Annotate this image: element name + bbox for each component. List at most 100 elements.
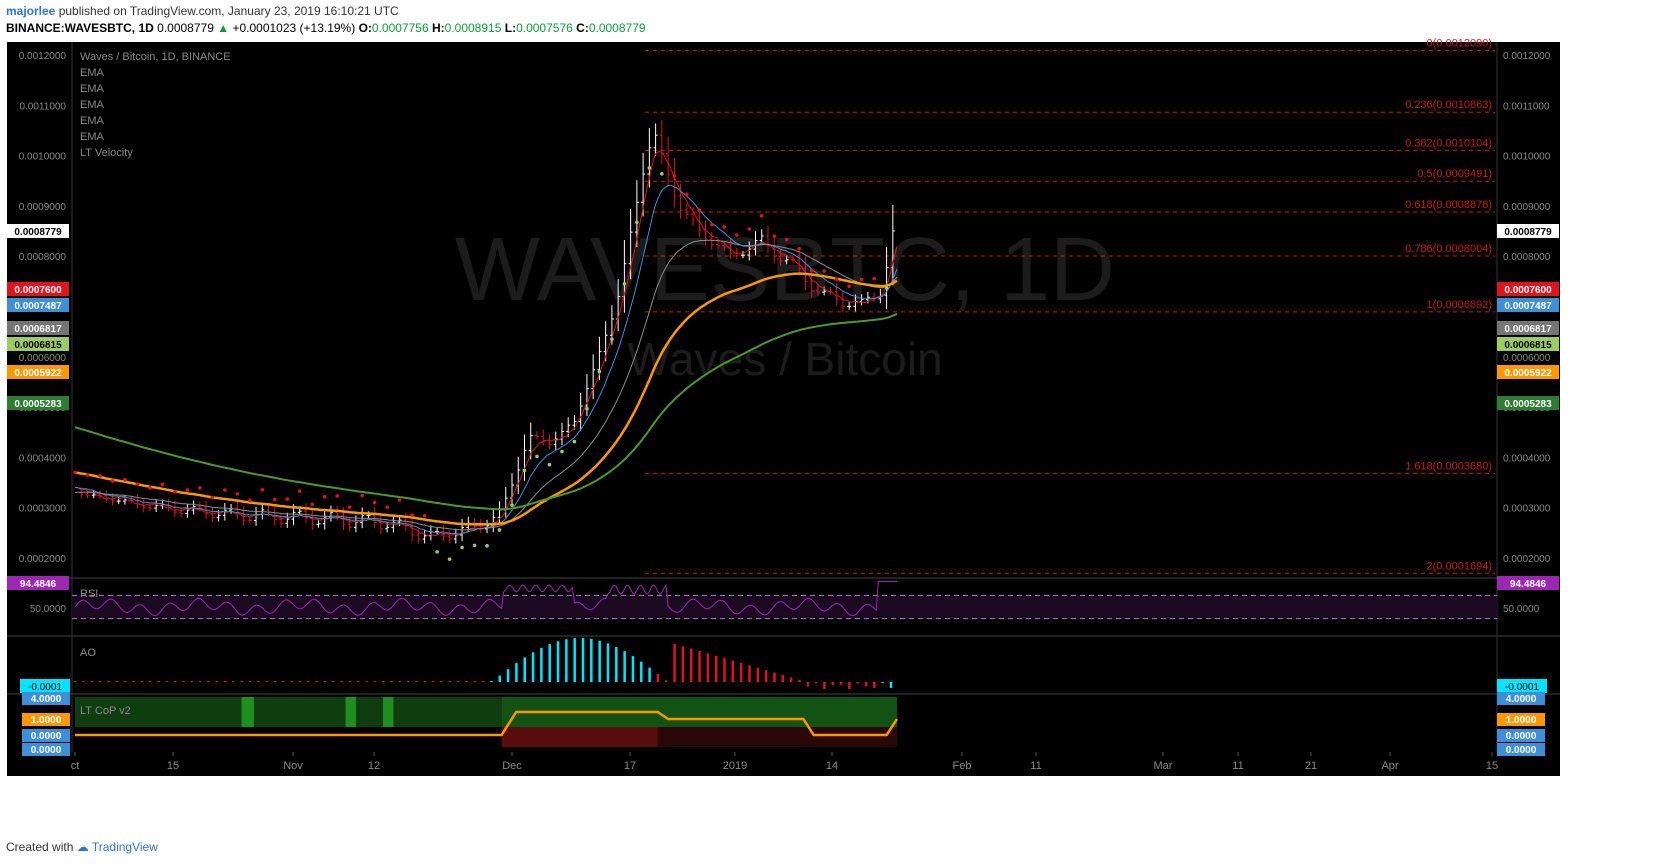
- watermark-symbol: WAVESBTC, 1D: [455, 220, 1115, 320]
- ao-bar: [481, 681, 485, 682]
- cop-label-text-left: 0.0000: [31, 745, 62, 756]
- fib-level-label: 0.382(0.0010104): [1405, 137, 1492, 149]
- ao-bar: [531, 652, 535, 682]
- lt-velocity-dot: [135, 482, 140, 486]
- price-label-right: [1497, 298, 1559, 312]
- price-label-left: [7, 365, 69, 379]
- ao-bar: [315, 681, 318, 682]
- ao-bar: [848, 682, 851, 689]
- legend-entry: EMA: [80, 115, 105, 127]
- y-tick-label-left: 0.0006000: [19, 353, 67, 364]
- ao-bar: [440, 681, 443, 682]
- tradingview-link[interactable]: TradingView: [91, 840, 158, 854]
- ao-bar: [357, 681, 360, 682]
- price-label-right: [1497, 365, 1559, 379]
- price-label-left: [7, 224, 69, 238]
- x-tick-label: 21: [1305, 760, 1317, 772]
- ao-bar: [889, 682, 893, 688]
- ao-bar: [148, 681, 152, 682]
- y-tick-label-right: 0.0004000: [1503, 453, 1551, 464]
- rsi-value-label-right: [1497, 576, 1559, 590]
- ao-bar: [764, 670, 768, 682]
- lt-velocity-dot: [635, 220, 639, 225]
- cop-red-fill-2: [657, 727, 897, 747]
- ao-bar: [498, 675, 502, 682]
- lt-velocity-dot: [884, 285, 889, 290]
- cop-label-text-right: 1.0000: [1506, 715, 1537, 726]
- lt-velocity-dot: [572, 439, 577, 444]
- ao-bar: [74, 681, 77, 682]
- ao-bar: [781, 675, 785, 682]
- price-label-left: [7, 337, 69, 351]
- lt-velocity-dot: [347, 505, 352, 510]
- ao-bar: [423, 681, 427, 682]
- cop-highlight: [241, 697, 254, 727]
- lt-velocity-dot: [535, 454, 539, 459]
- cop-label-text-right: 4.0000: [1506, 694, 1537, 705]
- rsi-line: [74, 581, 897, 617]
- ao-bar: [548, 644, 551, 682]
- ao-bar: [340, 681, 343, 682]
- lt-velocity-dot: [622, 282, 627, 286]
- cop-highlight: [382, 697, 394, 727]
- open-value: 0.0007756: [371, 21, 429, 35]
- cop-label-left: [22, 729, 70, 742]
- ao-bar: [640, 661, 643, 682]
- ao-bar: [881, 682, 884, 684]
- ao-bar: [506, 669, 510, 682]
- y-tick-label-left: 0.0002000: [19, 554, 67, 565]
- price-label-right: [1497, 282, 1559, 296]
- lt-velocity-dot: [223, 488, 227, 492]
- cop-label-text-left: 1.0000: [31, 715, 62, 726]
- open-label: O:: [358, 21, 372, 35]
- x-tick-label: ct: [71, 760, 80, 772]
- ao-bar: [390, 681, 393, 682]
- x-tick-label: 17: [624, 760, 636, 772]
- y-tick-label-left: 0.0009000: [19, 202, 67, 213]
- ao-bar: [806, 682, 810, 687]
- ao-bar: [157, 681, 160, 682]
- lt-velocity-dot: [173, 490, 177, 494]
- x-tick-label: Mar: [1154, 760, 1173, 772]
- ao-bar: [581, 638, 585, 682]
- author-link[interactable]: majorlee: [6, 4, 56, 18]
- lt-velocity-dot: [847, 284, 851, 289]
- fib-level-label: 0.5(0.0009491): [1417, 168, 1492, 180]
- lt-velocity-dot: [784, 237, 789, 242]
- published-text: published on TradingView.com, January 23…: [58, 4, 399, 18]
- lt-velocity-dot: [747, 227, 752, 231]
- ao-bar: [615, 646, 618, 682]
- high-label: H:: [431, 21, 445, 35]
- cop-line: [75, 710, 899, 737]
- lt-velocity-dot: [335, 494, 340, 498]
- x-tick-label: 15: [1486, 760, 1498, 772]
- ao-bar: [265, 681, 268, 682]
- legend-entry: EMA: [80, 99, 105, 111]
- cop-label-left: [22, 743, 70, 756]
- up-arrow-icon: ▲: [217, 21, 230, 35]
- ao-bar: [515, 663, 518, 682]
- plot-background: [7, 42, 1560, 776]
- lt-velocity-dot: [510, 503, 514, 507]
- price-label-right: [1497, 321, 1559, 335]
- cop-label-right: [1497, 713, 1545, 726]
- fib-level-label: 1(0.0006892): [1427, 299, 1492, 311]
- symbol-info: BINANCE:WAVESBTC, 1D 0.0008779 ▲ +0.0001…: [6, 21, 646, 35]
- lt-velocity-dot: [397, 498, 402, 502]
- lt-velocity-dot: [472, 543, 477, 548]
- ao-bar: [381, 681, 385, 682]
- cop-label-right: [1497, 729, 1545, 742]
- lt-velocity-dot: [98, 474, 102, 478]
- ao-bar: [814, 682, 818, 684]
- lt-velocity-dot: [547, 462, 552, 467]
- lt-velocity-dot: [660, 171, 664, 176]
- rsi-value-text-left: 94.4846: [20, 579, 57, 590]
- lt-velocity-dot: [248, 498, 252, 503]
- ao-bar: [207, 681, 210, 682]
- cop-title: LT CoP v2: [80, 705, 131, 717]
- y-tick-label-right: 0.0002000: [1503, 554, 1551, 565]
- ao-bar: [223, 681, 227, 682]
- rsi-band-fill: [72, 595, 1497, 619]
- lt-velocity-dot: [822, 269, 826, 273]
